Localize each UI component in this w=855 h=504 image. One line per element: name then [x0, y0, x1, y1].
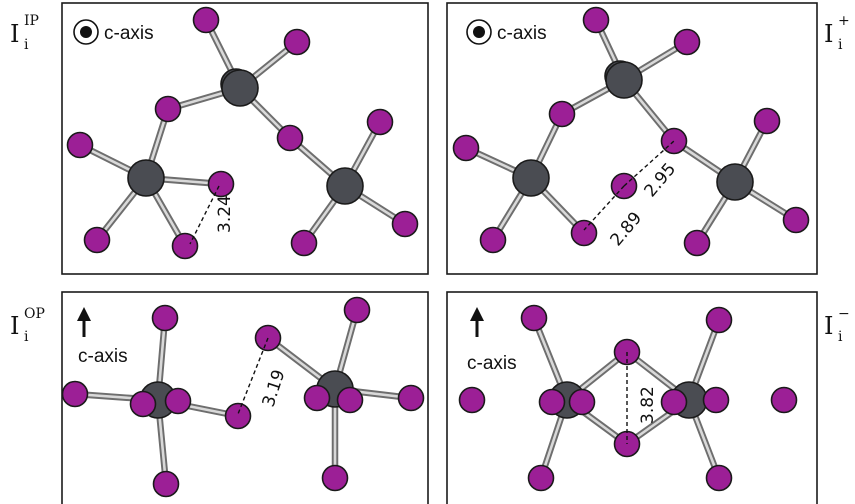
iodine-atom [705, 306, 733, 334]
panel-ip-label-sup: IP [24, 13, 39, 29]
iodine-atom [290, 229, 318, 257]
iodine-atom [164, 387, 192, 415]
panel-minus-distance: 3.82 [626, 352, 658, 444]
c-axis-up-arrowhead-icon [470, 307, 484, 321]
c-axis-out-of-plane-dot-icon [473, 26, 485, 38]
panel-minus-label: I i − [824, 306, 850, 345]
iodine-atom [660, 388, 688, 416]
distance-label: 3.82 [638, 386, 658, 424]
panel-ip-label-sub: i [24, 37, 29, 53]
panel-ip-label: I i IP [10, 13, 39, 53]
panel-op-label-sub: i [24, 329, 29, 345]
iodine-atom [683, 229, 711, 257]
distance-line [583, 185, 625, 231]
panel-op-label-sup: OP [24, 306, 45, 322]
cation-atom [716, 163, 754, 201]
panel-plus-axis: c-axis [466, 19, 547, 45]
cation-atom [326, 167, 364, 205]
panel-minus-structure [458, 304, 798, 492]
distance-line [623, 140, 675, 187]
iodine-atom [336, 386, 364, 414]
iodine-atom [192, 6, 220, 34]
iodine-atom [568, 388, 596, 416]
iodine-atom [538, 388, 566, 416]
distance-line [189, 185, 220, 245]
cation-atom [127, 159, 165, 197]
iodine-atom [83, 226, 111, 254]
panel-plus-label-sup: + [838, 13, 850, 29]
panel-op-label: I i OP [10, 306, 45, 345]
panel-ip-axis-text: c-axis [104, 23, 154, 44]
cation-atom [221, 69, 259, 107]
iodine-atom [582, 6, 610, 34]
panel-ip-frame [61, 2, 429, 275]
panel-minus-axis: c-axis [467, 307, 517, 374]
iodine-atom [276, 124, 304, 152]
c-axis-up-arrowhead-icon [77, 307, 91, 321]
iodine-atom [151, 304, 179, 332]
cation-atom [605, 61, 643, 99]
atomic-structures [61, 6, 810, 498]
panel-ip-structure [66, 6, 419, 260]
iodine-atom [527, 464, 555, 492]
iodine-atom [702, 386, 730, 414]
panel-op-axis: c-axis [77, 307, 128, 367]
panel-plus-axis-text: c-axis [497, 23, 547, 44]
panel-ip-axis: c-axis [73, 19, 154, 45]
panel-minus-label-sup: − [838, 306, 850, 322]
panel-plus-label-sub: i [838, 37, 843, 53]
panel-op-structure [61, 296, 425, 498]
iodine-atom [673, 28, 701, 56]
iodine-atom [458, 386, 486, 414]
iodine-atom [397, 384, 425, 412]
iodine-atom [366, 108, 394, 136]
iodine-atom [154, 95, 182, 123]
iodine-atom [129, 390, 157, 418]
iodine-atom [283, 28, 311, 56]
iodine-atom [705, 464, 733, 492]
iodine-atom [479, 226, 507, 254]
iodine-atom [66, 131, 94, 159]
iodine-atom [660, 127, 688, 155]
iodine-atom [391, 210, 419, 238]
panel-minus-label-sub: i [838, 329, 843, 345]
iodine-atom [753, 107, 781, 135]
panel-minus-label-main: I [824, 312, 833, 340]
cation-atom [512, 159, 550, 197]
panel-plus-label-main: I [824, 20, 833, 48]
iodine-atom [570, 219, 598, 247]
panel-ip-label-main: I [10, 20, 19, 48]
iodine-atom [548, 100, 576, 128]
panel-plus-label: I i + [824, 13, 850, 53]
panel-ip-distance: 3.24 [189, 185, 235, 245]
iodine-atom [452, 134, 480, 162]
panel-op-axis-text: c-axis [78, 346, 128, 367]
iodine-atom [782, 206, 810, 234]
panel-plus-structure [452, 6, 810, 257]
c-axis-out-of-plane-dot-icon [80, 26, 92, 38]
iodine-atom [152, 470, 180, 498]
iodine-atom [224, 402, 252, 430]
distance-label: 3.24 [215, 195, 235, 233]
iodine-atom [770, 386, 798, 414]
iodine-atom [61, 380, 89, 408]
panel-op-label-main: I [10, 312, 19, 340]
iodine-atom [343, 296, 371, 324]
iodine-atom [303, 384, 331, 412]
iodine-atom [321, 464, 349, 492]
iodine-atom [207, 170, 235, 198]
iodine-atom [171, 232, 199, 260]
panel-minus-frame [446, 291, 818, 504]
panel-minus-axis-text: c-axis [467, 353, 517, 374]
iodine-atom [520, 304, 548, 332]
